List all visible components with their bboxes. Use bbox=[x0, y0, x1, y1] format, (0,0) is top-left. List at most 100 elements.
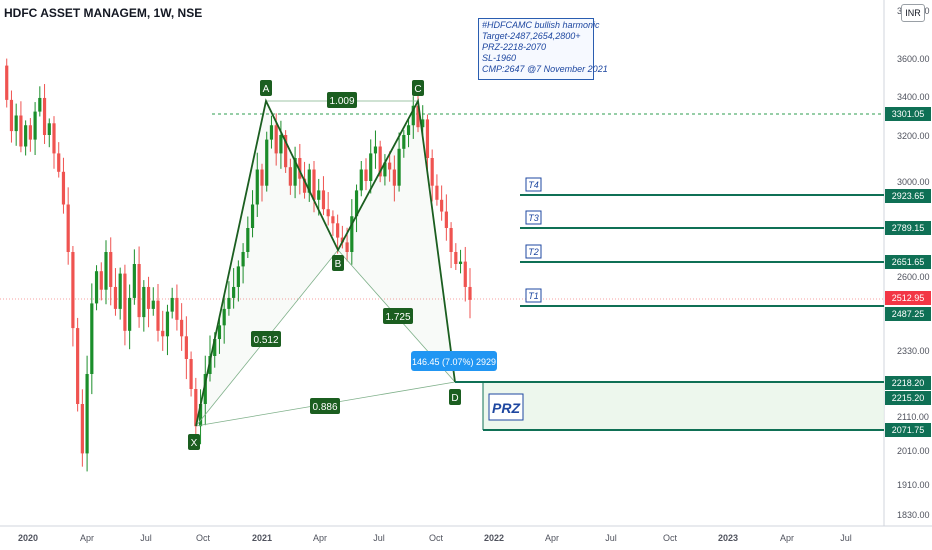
time-tick: Jul bbox=[140, 533, 152, 543]
candle-body bbox=[175, 297, 179, 320]
point-label-d: D bbox=[451, 393, 458, 404]
candle-body bbox=[279, 135, 283, 154]
ratio-box bbox=[383, 308, 413, 324]
candle-body bbox=[373, 146, 378, 154]
point-label-box bbox=[332, 255, 344, 271]
candle-body bbox=[42, 97, 47, 135]
candle-body bbox=[321, 190, 326, 210]
candle-body bbox=[284, 135, 288, 168]
price-label-box bbox=[885, 376, 931, 390]
price-label-box bbox=[885, 423, 931, 437]
candle-body bbox=[123, 273, 127, 331]
harmonic-legs[interactable] bbox=[195, 98, 456, 427]
price-label: 2218.20 bbox=[892, 378, 925, 388]
candle-body bbox=[383, 162, 387, 177]
candle-body bbox=[406, 125, 411, 135]
candle-body bbox=[345, 242, 349, 252]
candle-body bbox=[336, 223, 340, 238]
time-tick: Jul bbox=[373, 533, 385, 543]
candle-body bbox=[293, 158, 297, 186]
candle-body bbox=[440, 199, 444, 212]
target-label-box bbox=[525, 210, 542, 225]
candle-body bbox=[180, 319, 184, 337]
price-label-box bbox=[885, 107, 931, 121]
candle-body bbox=[307, 169, 311, 193]
prz-label: PRZ bbox=[492, 400, 520, 416]
candle-body bbox=[104, 252, 108, 290]
target-label: T3 bbox=[528, 213, 539, 223]
candle-body bbox=[52, 123, 56, 154]
candle-body bbox=[156, 300, 160, 331]
candle-body bbox=[463, 261, 467, 287]
price-tick: 2110.00 bbox=[897, 412, 929, 422]
price-tick: 1910.00 bbox=[897, 480, 930, 490]
time-tick: Oct bbox=[196, 533, 211, 543]
candle-body bbox=[364, 169, 368, 181]
time-tick: Apr bbox=[545, 533, 559, 543]
candle-body bbox=[76, 328, 80, 404]
ratio-label: 1.009 bbox=[329, 96, 354, 107]
ratio-label: 0.886 bbox=[312, 402, 337, 413]
candle-body bbox=[57, 153, 61, 172]
candle-body bbox=[255, 169, 259, 205]
candle-body bbox=[142, 286, 146, 318]
candle-body bbox=[170, 297, 174, 312]
price-tick: 3600.00 bbox=[897, 54, 930, 64]
candle-body bbox=[128, 297, 132, 331]
time-axis[interactable]: 2020 Apr Jul Oct 2021 Apr Jul Oct 2022 Apr Jul Oct 2… bbox=[18, 533, 852, 543]
note-line: #HDFCAMC bullish harmonic bbox=[482, 20, 600, 30]
price-label-box bbox=[885, 291, 931, 305]
price-label: 2789.15 bbox=[892, 223, 925, 233]
prz-label-box bbox=[488, 393, 524, 421]
candle-body bbox=[350, 216, 354, 252]
target-label: T2 bbox=[528, 247, 539, 257]
ratio-label: 1.725 bbox=[385, 312, 410, 323]
measure-label: 146.45 (7.07%) 2929 bbox=[412, 357, 496, 367]
candle-body bbox=[194, 389, 198, 427]
candle-body bbox=[449, 228, 453, 252]
candle-body bbox=[61, 171, 66, 205]
candle-body bbox=[14, 115, 18, 132]
candle-body bbox=[71, 252, 75, 329]
point-label-box bbox=[412, 80, 424, 96]
target-label: T1 bbox=[528, 291, 539, 301]
ratio-box bbox=[251, 331, 281, 347]
candle-body bbox=[198, 404, 203, 427]
candle-body bbox=[411, 105, 415, 126]
prz-zone[interactable] bbox=[483, 382, 884, 430]
candle-body bbox=[454, 252, 458, 264]
price-label: 2923.65 bbox=[892, 191, 925, 201]
price-tick: 3400.00 bbox=[897, 92, 930, 102]
measure-box bbox=[411, 351, 497, 371]
time-tick: Oct bbox=[429, 533, 444, 543]
price-label: 2487.25 bbox=[892, 309, 925, 319]
note-line: Target-2487,2654,2800+ bbox=[482, 31, 581, 41]
price-axis[interactable]: 3800.003600.003400.003200.003000.002800.… bbox=[885, 6, 931, 520]
price-label-box bbox=[885, 255, 931, 269]
candle-body bbox=[265, 139, 269, 186]
candle-body bbox=[85, 374, 89, 454]
time-tick: Jul bbox=[605, 533, 617, 543]
currency-button[interactable]: INR bbox=[901, 4, 925, 22]
analysis-note[interactable]: #HDFCAMC bullish harmonic Target-2487,265… bbox=[478, 18, 608, 80]
price-label: 2651.65 bbox=[892, 257, 925, 267]
time-tick: Apr bbox=[80, 533, 94, 543]
candle-body bbox=[109, 252, 113, 287]
candle-body bbox=[359, 169, 363, 191]
candle-body bbox=[146, 286, 151, 309]
candle-body bbox=[326, 209, 330, 217]
price-label-box bbox=[885, 221, 931, 235]
time-tick: 2021 bbox=[252, 533, 272, 543]
price-tick: 1830.00 bbox=[897, 510, 930, 520]
harmonic-pattern[interactable]: X A B C D 1.009 0.512 1.725 0.886 146.45 (7.07%) … bbox=[188, 80, 497, 450]
candle-body bbox=[189, 359, 193, 389]
target-label: T4 bbox=[528, 180, 539, 190]
ratio-box bbox=[310, 398, 340, 414]
target-label-box bbox=[525, 244, 542, 259]
candle-body bbox=[118, 273, 122, 309]
candle-body bbox=[274, 125, 278, 154]
candle-body bbox=[241, 252, 245, 267]
target-levels[interactable]: PRZ T4 T3 T2 T1 bbox=[455, 177, 884, 431]
ratio-box bbox=[327, 92, 357, 108]
